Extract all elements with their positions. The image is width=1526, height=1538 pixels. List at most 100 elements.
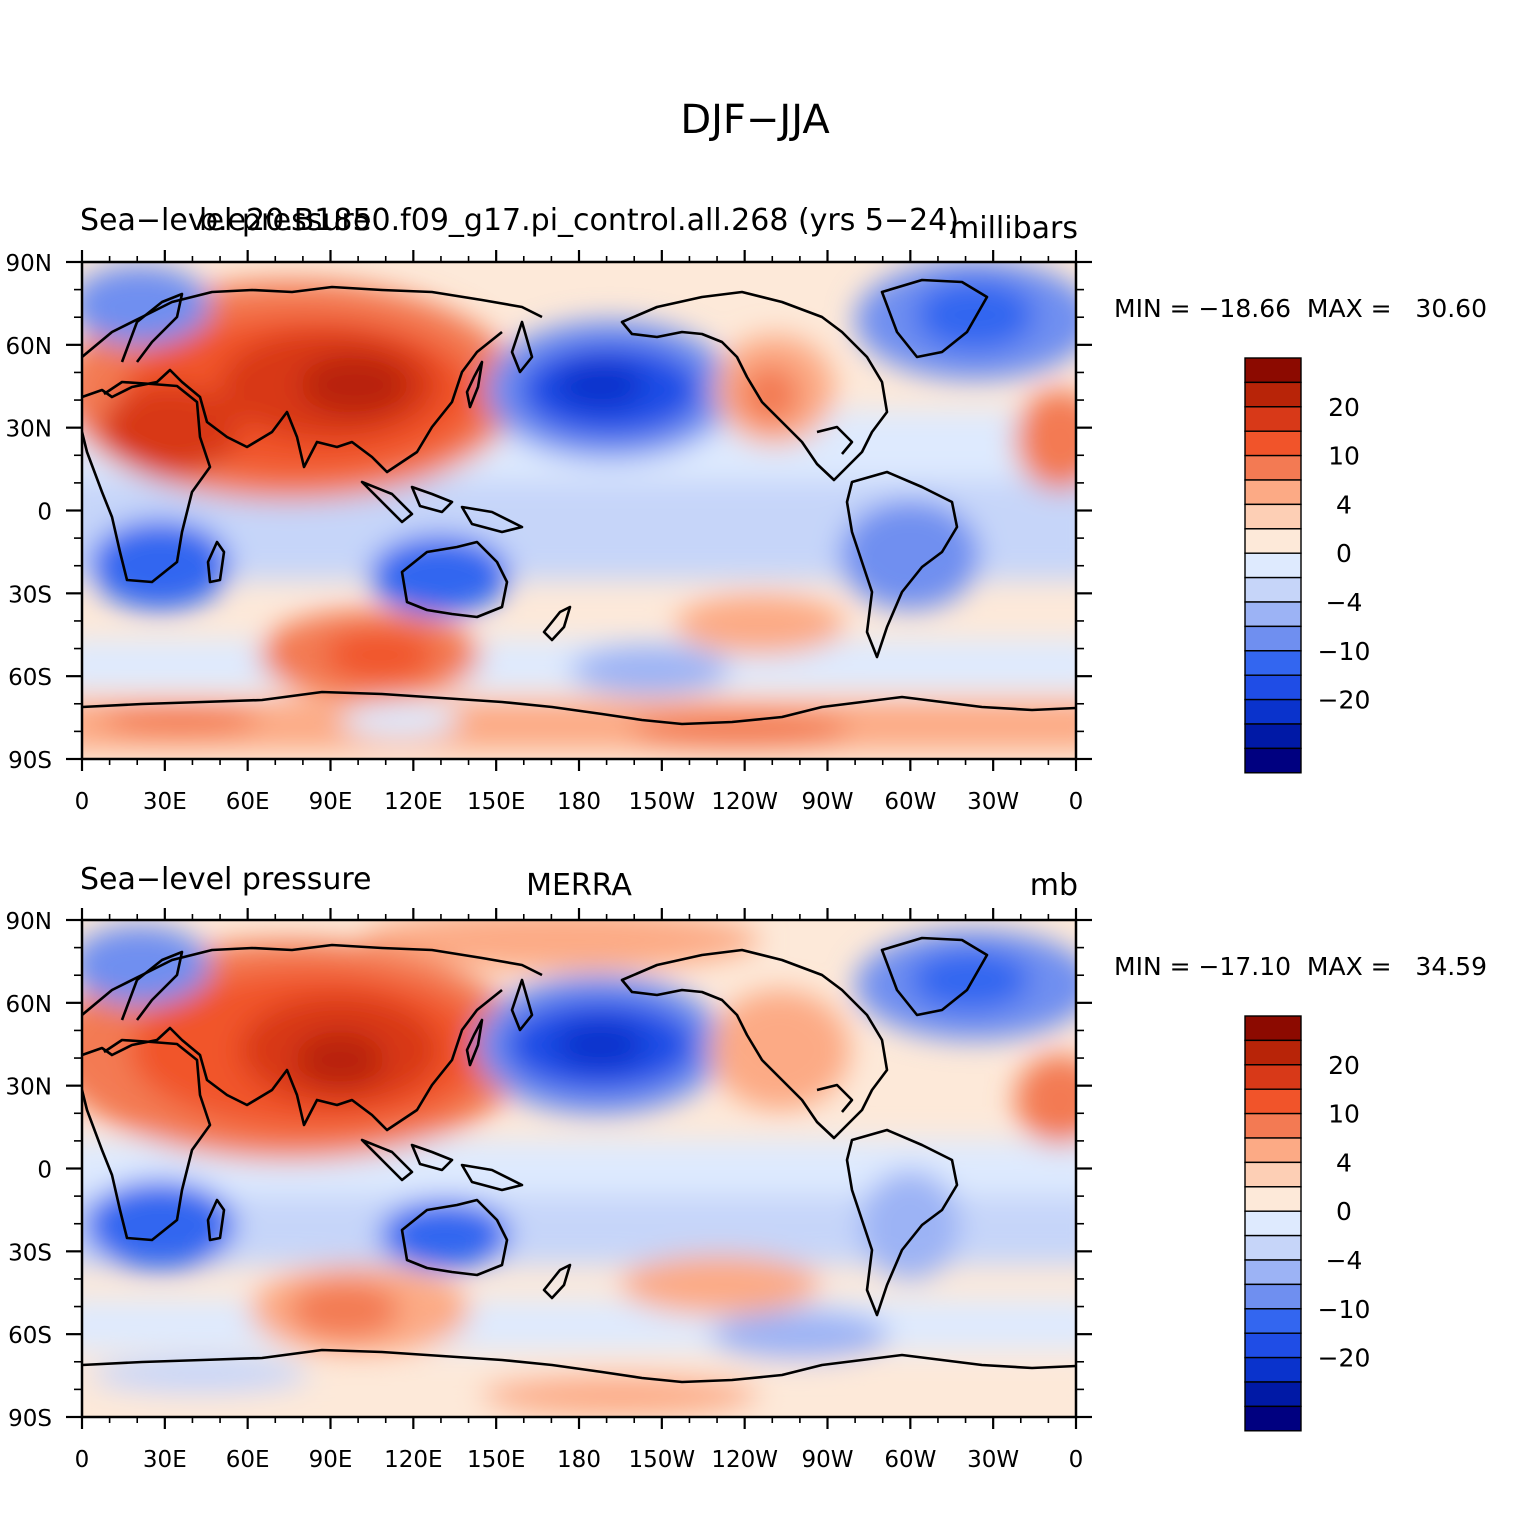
- x-tick-label: 120E: [384, 789, 442, 815]
- colorbar-label: 20: [1328, 393, 1360, 422]
- y-tick-label: 30N: [6, 1075, 52, 1101]
- colorbar-swatch: [1244, 1332, 1302, 1359]
- y-tick-label: 60S: [8, 1323, 52, 1349]
- colorbar-swatch: [1244, 723, 1302, 750]
- colorbar-swatch: [1244, 625, 1302, 652]
- x-tick-label: 150E: [467, 1447, 525, 1473]
- y-tick-label: 60N: [6, 992, 52, 1018]
- colorbar-swatch: [1244, 601, 1302, 628]
- x-tick-label: 90E: [309, 1447, 353, 1473]
- x-tick-label: 90E: [309, 789, 353, 815]
- colorbar-swatch: [1244, 1356, 1302, 1383]
- colorbar-label: −4: [1326, 1246, 1363, 1275]
- colorbar-swatch: [1244, 1308, 1302, 1334]
- colorbar-swatch: [1244, 650, 1302, 676]
- x-tick-label: 0: [1069, 1447, 1084, 1473]
- colorbar-label: −10: [1318, 637, 1371, 666]
- colorbar-label: 10: [1328, 442, 1360, 471]
- x-tick-label: 30W: [967, 789, 1019, 815]
- x-tick-label: 0: [1069, 789, 1084, 815]
- x-tick-label: 150E: [467, 789, 525, 815]
- x-tick-label: 0: [75, 789, 90, 815]
- colorbar-swatch: [1244, 406, 1302, 432]
- panel-model-left-title: Sea−level pressure: [80, 203, 371, 238]
- colorbar-swatch: [1244, 528, 1302, 554]
- panel-merra-ticks: 0 30E 60E 90E 120E 150E 180 150W 120W 90W 60W 30W 09…: [6, 908, 1092, 1473]
- figure-title: DJF−JJA: [680, 97, 830, 143]
- x-tick-label: 60E: [226, 1447, 270, 1473]
- colorbar-label: −20: [1318, 686, 1371, 715]
- panel-merra-left-title: Sea−level pressure: [80, 862, 371, 897]
- panel-model-stats: MIN = −18.66 MAX = 30.60: [1114, 294, 1487, 323]
- panel-model: 0 30E 60E 90E 120E 150E 180 150W 120W 90W 60W 30W 09…: [6, 203, 1487, 815]
- y-tick-label: 90S: [8, 1406, 52, 1432]
- colorbar-label: 4: [1336, 490, 1352, 519]
- panel-merra-stats: MIN = −17.10 MAX = 34.59: [1114, 952, 1487, 981]
- y-tick-label: 30S: [8, 582, 52, 608]
- colorbar-label: −20: [1318, 1344, 1371, 1373]
- colorbar-swatch: [1244, 1161, 1302, 1188]
- colorbar-label: 0: [1336, 1197, 1352, 1226]
- colorbar-swatch: [1244, 747, 1302, 774]
- y-tick-label: 90N: [6, 251, 52, 277]
- colorbar-label: −10: [1318, 1295, 1371, 1324]
- y-tick-label: 30S: [8, 1240, 52, 1266]
- colorbar-swatch: [1244, 1405, 1302, 1432]
- colorbar-swatch: [1244, 1234, 1302, 1261]
- x-tick-label: 30E: [143, 1447, 187, 1473]
- y-tick-label: 60N: [6, 334, 52, 360]
- x-tick-label: 30E: [143, 789, 187, 815]
- x-tick-label: 120W: [711, 1447, 778, 1473]
- y-tick-label: 90S: [8, 748, 52, 774]
- panel-merra-map: [82, 920, 1076, 1417]
- colorbar-swatch: [1244, 454, 1302, 481]
- x-tick-label: 180: [557, 789, 601, 815]
- panel-merra-colorbar: 20 10 4 0 −4 −10 −20: [1244, 1015, 1371, 1432]
- y-tick-label: 0: [37, 500, 52, 526]
- colorbar-swatch: [1244, 552, 1302, 579]
- colorbar-swatch: [1244, 1381, 1302, 1408]
- colorbar-swatch: [1244, 1088, 1302, 1115]
- panel-model-colorbar: 20 10 4 0 −4 −10 −20: [1244, 357, 1371, 774]
- colorbar-swatch: [1244, 1259, 1302, 1286]
- colorbar-label: 4: [1336, 1148, 1352, 1177]
- x-tick-label: 60E: [226, 789, 270, 815]
- x-tick-label: 60W: [884, 1447, 936, 1473]
- x-tick-label: 60W: [884, 789, 936, 815]
- colorbar-label: 20: [1328, 1051, 1360, 1080]
- colorbar-swatch: [1244, 1112, 1302, 1139]
- colorbar-swatch: [1244, 479, 1302, 506]
- panel-merra: 0 30E 60E 90E 120E 150E 180 150W 120W 90W 60W 30W 09…: [6, 862, 1487, 1473]
- colorbar-swatch: [1244, 1039, 1302, 1066]
- x-tick-label: 30W: [967, 1447, 1019, 1473]
- colorbar-swatch: [1244, 381, 1302, 408]
- x-tick-label: 90W: [801, 789, 853, 815]
- x-tick-label: 120E: [384, 1447, 442, 1473]
- x-tick-label: 90W: [801, 1447, 853, 1473]
- x-tick-label: 0: [75, 1447, 90, 1473]
- y-tick-label: 90N: [6, 909, 52, 935]
- colorbar-swatch: [1244, 1186, 1302, 1212]
- colorbar-swatch: [1244, 576, 1302, 603]
- panel-model-units: millibars: [950, 211, 1078, 246]
- colorbar-swatch: [1244, 430, 1302, 457]
- colorbar-label: −4: [1326, 588, 1363, 617]
- colorbar-swatch: [1244, 1137, 1302, 1164]
- x-tick-label: 150W: [629, 1447, 696, 1473]
- colorbar-swatch: [1244, 674, 1302, 701]
- colorbar-swatch: [1244, 357, 1302, 384]
- colorbar-swatch: [1244, 1210, 1302, 1237]
- colorbar-swatch: [1244, 503, 1302, 530]
- colorbar-swatch: [1244, 1015, 1302, 1042]
- x-tick-label: 180: [557, 1447, 601, 1473]
- colorbar-swatch: [1244, 698, 1302, 725]
- colorbar-swatch: [1244, 1283, 1302, 1310]
- y-tick-label: 30N: [6, 417, 52, 443]
- y-tick-label: 0: [37, 1158, 52, 1184]
- colorbar-swatch: [1244, 1064, 1302, 1090]
- panel-model-map: [82, 262, 1076, 759]
- panel-model-center-title: b.e20.B1850.f09_g17.pi_control.all.268 (…: [199, 203, 959, 238]
- x-tick-label: 120W: [711, 789, 778, 815]
- colorbar-label: 0: [1336, 539, 1352, 568]
